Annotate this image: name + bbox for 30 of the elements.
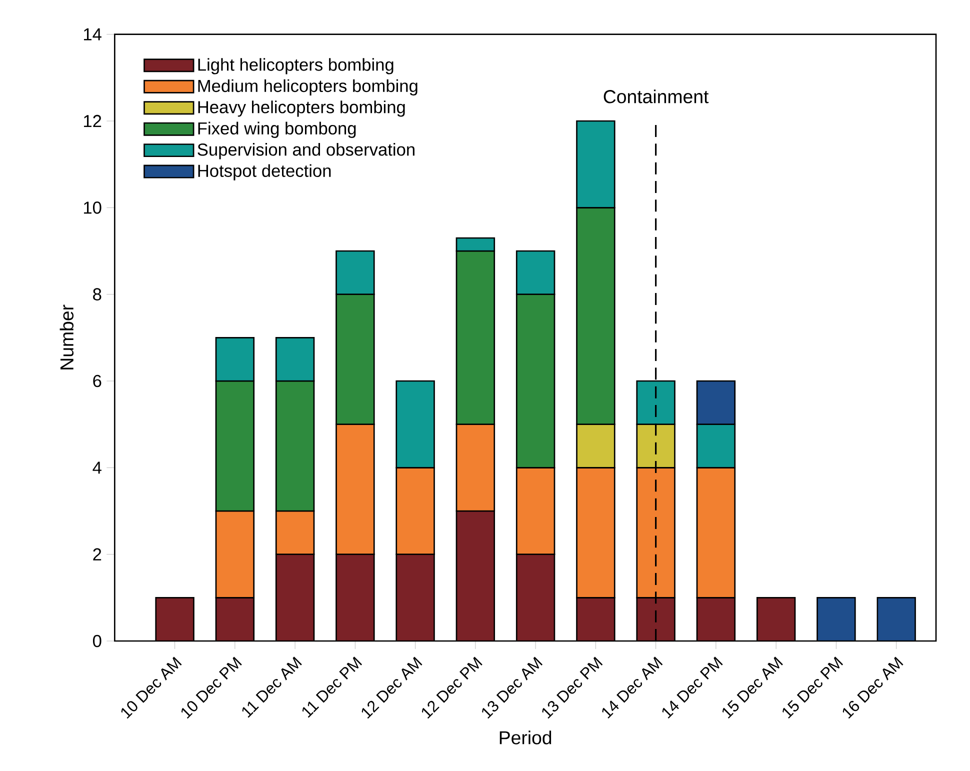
legend-label: Medium helicopters bombing xyxy=(198,79,418,96)
y-tick-label: 10 xyxy=(84,202,102,214)
x-tick-label: 13 Dec PM xyxy=(542,656,603,719)
y-tick-label: 6 xyxy=(93,374,102,388)
x-tick-label: 15 Dec AM xyxy=(722,656,783,719)
y-tick-label: 4 xyxy=(92,462,102,474)
x-axis-title: Period xyxy=(500,730,552,744)
y-tick-label: 8 xyxy=(93,288,102,300)
x-tick-label: 11 Dec AM xyxy=(242,656,302,718)
legend-label: Hotspot detection xyxy=(198,164,331,180)
legend-label: Light helicopters bombing xyxy=(198,58,394,74)
x-tick-label: 12 Dec AM xyxy=(362,656,422,719)
x-tick-label: 10 Dec AM xyxy=(121,656,182,719)
x-tick-label: 16 Dec AM xyxy=(842,656,904,719)
legend-label: Heavy helicopters bombing xyxy=(198,100,405,117)
x-tick-label: 12 Dec PM xyxy=(422,656,482,719)
x-tick-label: 15 Dec PM xyxy=(782,656,844,719)
y-axis-title: Number xyxy=(60,304,74,370)
y-tick-label: 12 xyxy=(84,114,102,128)
x-tick-label: 13 Dec AM xyxy=(482,656,543,719)
x-tick-label: 14 Dec AM xyxy=(602,656,663,719)
x-tick-label: 10 Dec PM xyxy=(181,656,242,719)
legend-label: Fixed wing bombong xyxy=(198,122,356,138)
ref-line-label: Containment xyxy=(604,90,709,104)
y-tick-label: 0 xyxy=(92,634,102,648)
y-tick-label: 2 xyxy=(93,548,102,560)
y-tick-label: 14 xyxy=(84,28,102,40)
x-tick-label: 14 Dec PM xyxy=(662,656,723,719)
x-tick-label: 11 Dec PM xyxy=(302,656,362,718)
legend-label: Supervision and observation xyxy=(198,143,414,160)
